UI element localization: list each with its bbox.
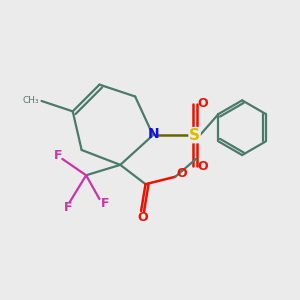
Text: F: F xyxy=(101,197,110,210)
Text: O: O xyxy=(198,98,208,110)
Text: F: F xyxy=(64,202,73,214)
Text: O: O xyxy=(198,160,208,173)
Text: O: O xyxy=(137,211,148,224)
Text: S: S xyxy=(189,128,200,142)
Text: F: F xyxy=(54,149,62,162)
Text: N: N xyxy=(148,127,159,141)
Text: CH₃: CH₃ xyxy=(22,97,39,106)
Text: O: O xyxy=(176,167,187,180)
